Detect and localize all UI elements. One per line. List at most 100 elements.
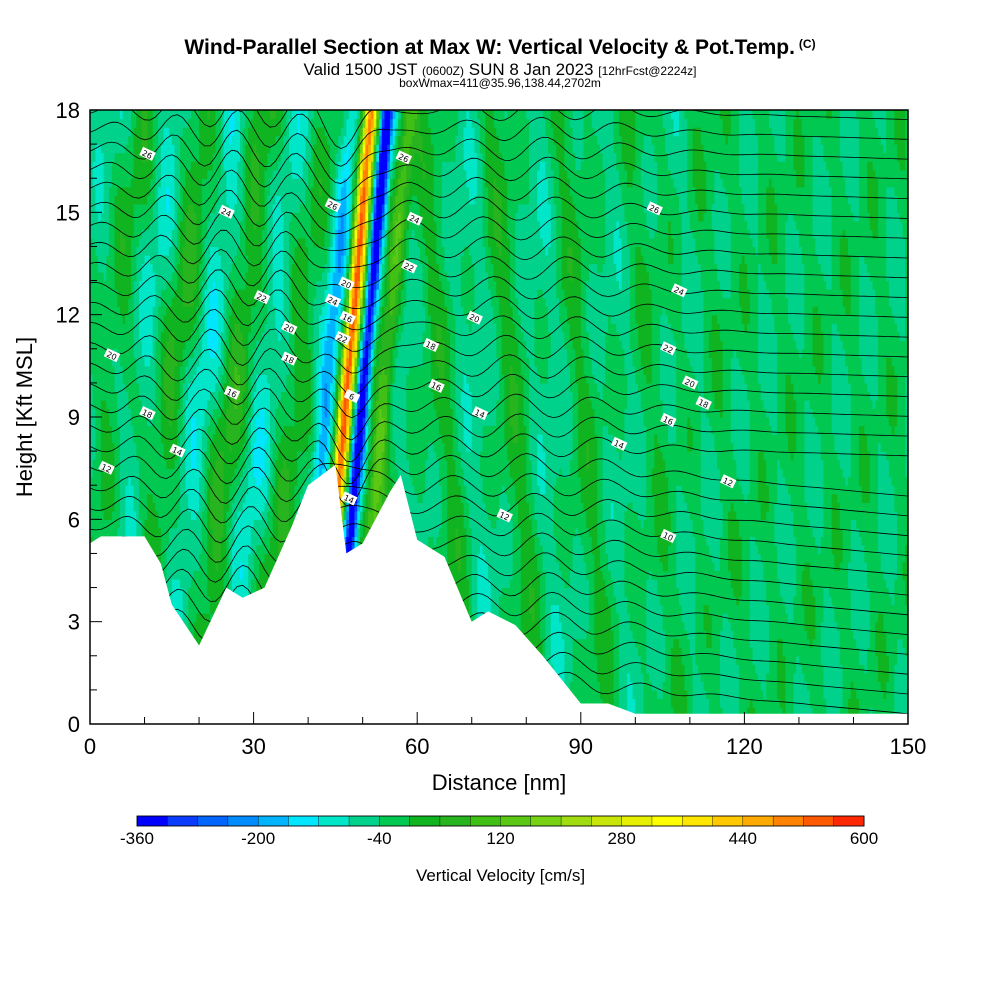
contour-label: 26 — [395, 150, 413, 164]
colorbar-swatch — [560, 815, 592, 827]
contour-label-text: 24 — [220, 207, 233, 219]
y-tick-label: 12 — [56, 303, 80, 328]
contour-label: 24 — [324, 293, 342, 308]
contour-label: 24 — [670, 283, 688, 297]
contour-label: 16 — [339, 310, 356, 325]
contour-label-text: 14 — [473, 408, 486, 420]
y-tick-label: 3 — [68, 610, 80, 635]
contour-label-text: 24 — [672, 285, 685, 297]
contour-label-text: 26 — [648, 203, 661, 215]
contour-label: 26 — [324, 198, 342, 212]
y-axis-label: Height [Kft MSL] — [12, 337, 37, 497]
x-tick-label: 30 — [241, 734, 265, 759]
theta-contour-line — [90, 248, 908, 289]
colorbar-tick-label: 280 — [607, 829, 635, 848]
contour-label: 20 — [681, 375, 699, 390]
theta-contour-line — [90, 541, 908, 596]
colorbar-swatch — [379, 815, 411, 827]
colorbar-swatch — [348, 815, 380, 827]
contour-label-text: 16 — [430, 381, 443, 393]
theta-contour-line — [90, 558, 908, 616]
contour-label: 6 — [343, 389, 361, 404]
contour-label: 20 — [338, 276, 355, 291]
y-tick-label: 6 — [68, 507, 80, 532]
contour-label-text: 22 — [255, 292, 268, 304]
contour-label: 18 — [695, 395, 712, 410]
theta-contour-line — [90, 110, 908, 167]
contour-labels: 2624222018161412201826242016226142624222… — [98, 146, 737, 543]
colorbar-swatch — [136, 815, 168, 827]
contour-label: 16 — [660, 412, 677, 427]
y-tick-label: 15 — [56, 200, 80, 225]
contour-label-text: 20 — [282, 323, 295, 335]
contour-label-text: 14 — [612, 439, 625, 451]
contour-label: 16 — [223, 385, 241, 400]
colorbar-swatch — [470, 815, 501, 827]
theta-contour-line — [90, 269, 908, 310]
colorbar-swatch — [803, 815, 835, 827]
contour-label: 20 — [103, 348, 121, 362]
colorbar-swatch — [227, 815, 259, 827]
contour-label-text: 24 — [408, 213, 421, 225]
contour-label: 14 — [169, 443, 186, 458]
colorbar-swatch — [500, 815, 532, 827]
valid-date: SUN 8 Jan 2023 — [468, 60, 594, 79]
contour-label-text: 14 — [171, 445, 184, 457]
axes: 0 30 60 90 120 150 0 3 6 9 12 15 18 Distance [nm] Heig… — [12, 98, 926, 795]
colorbar-swatch — [167, 815, 199, 827]
colorbar-label: Vertical Velocity [cm/s] — [416, 866, 585, 885]
colorbar-swatch — [833, 815, 865, 827]
colorbar-tick-label: 440 — [729, 829, 757, 848]
contour-label: 26 — [646, 201, 663, 216]
theta-contour-line — [90, 110, 908, 150]
contour-label-text: 16 — [341, 312, 354, 324]
contour-label: 24 — [406, 211, 423, 226]
contour-label: 18 — [280, 351, 298, 366]
contour-label: 12 — [719, 474, 737, 488]
contour-label-text: 18 — [424, 340, 437, 352]
theta-contour-line — [90, 328, 908, 374]
contour-label-text: 22 — [661, 343, 674, 355]
colorbar-tick-label: -40 — [367, 829, 392, 848]
contour-label-text: 16 — [661, 415, 674, 427]
contour-label: 12 — [98, 460, 115, 475]
colorbar-swatch — [621, 815, 653, 827]
contour-label-text: 26 — [326, 200, 339, 212]
contour-label: 22 — [334, 331, 351, 345]
contour-label-text: 20 — [468, 312, 481, 324]
x-tick-label: 60 — [405, 734, 429, 759]
theta-contour-line — [90, 387, 908, 441]
y-tick-label: 18 — [56, 98, 80, 123]
theta-contour-line — [90, 463, 908, 517]
contour-label-text: 14 — [342, 493, 355, 505]
colorbar-swatch — [530, 815, 562, 827]
theta-contour-line — [90, 308, 908, 352]
contour-label: 12 — [496, 508, 513, 523]
contour-label-text: 20 — [105, 350, 118, 362]
contour-label-text: 12 — [100, 462, 113, 474]
chart-subtitle: Valid 1500 JST (0600Z) SUN 8 Jan 2023 [1… — [0, 60, 1000, 80]
contour-label: 18 — [422, 337, 440, 352]
colorbar-swatch — [742, 815, 774, 827]
contour-label-text: 24 — [326, 295, 339, 307]
x-tick-label: 120 — [726, 734, 763, 759]
valid-utc: (0600Z) — [421, 64, 465, 78]
theta-contour-line — [90, 505, 908, 556]
colorbar-swatch — [197, 815, 229, 827]
theta-contour-line — [90, 288, 908, 331]
chart-title: Wind-Parallel Section at Max W: Vertical… — [0, 36, 1000, 60]
theta-contour-line — [90, 189, 908, 235]
y-tick-label: 9 — [68, 405, 80, 430]
y-tick-label: 0 — [68, 712, 80, 737]
contour-label-text: 16 — [225, 387, 238, 399]
colorbar-frame — [136, 815, 865, 827]
theta-contour-line — [90, 169, 908, 218]
contour-label-text: 18 — [141, 408, 154, 420]
colorbar-tick-label: -200 — [241, 829, 275, 848]
contour-label-text: 10 — [661, 531, 674, 543]
contour-label-text: 20 — [340, 278, 353, 290]
contour-label-text: 18 — [697, 398, 710, 410]
theta-contour-line — [90, 129, 908, 184]
contour-label: 26 — [139, 146, 156, 161]
